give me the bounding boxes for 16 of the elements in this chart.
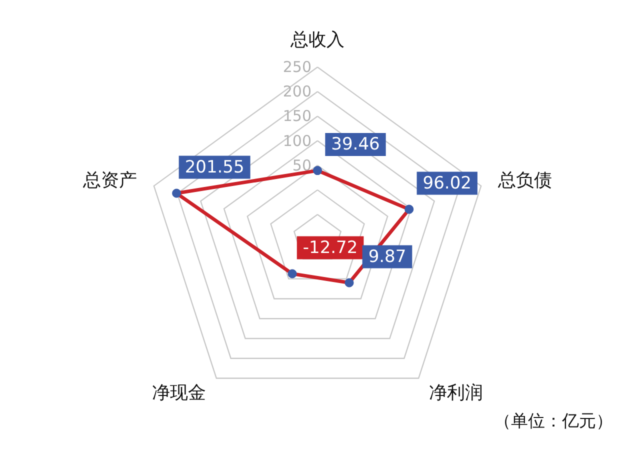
y-tick-label: 150 bbox=[282, 107, 312, 126]
y-tick-label: 200 bbox=[282, 82, 312, 101]
y-tick-label: 100 bbox=[282, 132, 312, 150]
spoke-label: 总收入 bbox=[290, 30, 344, 51]
data-label: 39.46 bbox=[331, 134, 380, 155]
spoke-label: 净现金 bbox=[152, 382, 206, 404]
text: （单位：亿元） bbox=[494, 412, 613, 432]
data-label: 9.87 bbox=[368, 246, 406, 267]
data-label: 201.55 bbox=[184, 157, 244, 178]
data-label: 96.02 bbox=[422, 173, 472, 194]
y-tick-label: 250 bbox=[282, 58, 312, 76]
spoke-label: 总负债 bbox=[497, 170, 552, 191]
spoke-label: 总资产 bbox=[82, 170, 137, 191]
data-label: -12.72 bbox=[302, 238, 358, 258]
spoke-label: 净利润 bbox=[429, 382, 484, 404]
y-tick-label: 50 bbox=[292, 156, 312, 174]
